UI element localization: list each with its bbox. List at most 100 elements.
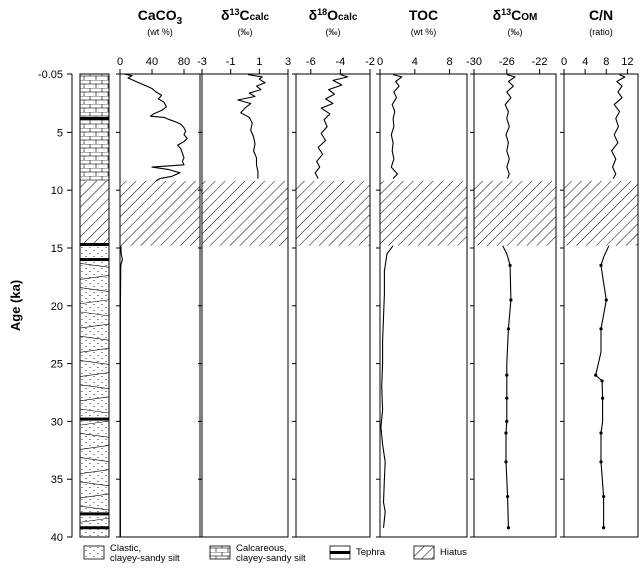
panel-toc: TOC (wt %) 0 4 8	[376, 7, 468, 538]
data-point	[600, 396, 605, 400]
lithology-bed-line	[79, 384, 110, 390]
panel-unit: (wt %)	[411, 27, 437, 37]
panel-caco3: CaCO3(wt %) 0 40 80	[116, 7, 201, 538]
panel-unit: (wt %)	[147, 27, 173, 37]
lithology-bed-line	[79, 420, 110, 426]
panel-title: δ13Ccalc	[221, 7, 270, 23]
legend-swatch	[209, 545, 231, 560]
legend-swatch	[413, 545, 435, 560]
series-line-lower	[595, 245, 610, 528]
data-point	[506, 327, 511, 331]
lithology-bed-line	[79, 445, 110, 450]
legend-item-calcareous: Calcareous, clayey-sandy silt	[209, 543, 306, 564]
x-tick-label: 3	[285, 56, 291, 68]
legend-item-hiatus: Hiatus	[413, 545, 467, 560]
data-point	[599, 327, 603, 331]
legend-item-clastic: Clastic, clayey-sandy silt	[83, 543, 180, 564]
x-tick-label: -3	[197, 56, 207, 68]
x-tick-label: 8	[603, 56, 609, 68]
y-tick-label: -0.05	[38, 69, 63, 81]
x-tick-label: 40	[146, 56, 158, 68]
data-point	[504, 460, 508, 464]
legend: Clastic, clayey-sandy silt Calcareous, clay…	[83, 543, 467, 564]
data-point	[509, 298, 513, 302]
panel-title: CaCO3	[138, 7, 183, 27]
panel-unit: (‰)	[508, 27, 523, 37]
x-tick-label: 80	[178, 56, 190, 68]
series-line-lower	[502, 245, 512, 528]
lithology-unit-calcareous	[80, 74, 109, 181]
y-tick-label: 35	[51, 474, 63, 486]
y-axis: -0.05 5 10 15 20 25 30 35 40 Age (ka)	[8, 69, 73, 544]
series-line-upper	[237, 74, 266, 179]
lithology-bed-line	[79, 311, 110, 317]
y-tick-label: 40	[51, 532, 63, 544]
lithology-bed-line	[79, 457, 110, 462]
hiatus-band-toc	[380, 180, 467, 246]
lithology-bed-line	[79, 299, 110, 305]
panel-unit: (ratio)	[589, 27, 613, 37]
panel-unit: (‰)	[238, 27, 253, 37]
y-tick-label: 15	[51, 243, 63, 255]
data-point	[506, 526, 511, 530]
legend-label: Tephra	[356, 547, 386, 558]
lithology-bed-line	[79, 432, 110, 438]
data-point	[602, 494, 606, 499]
lithology-bed-line	[79, 408, 110, 414]
lithology-bed-line	[79, 275, 110, 280]
lithology-bed-line	[79, 517, 110, 523]
x-tick-label: 4	[412, 56, 418, 68]
panel-frame	[295, 73, 371, 538]
x-tick-label: -2	[365, 56, 375, 68]
lithology-frame	[79, 73, 110, 538]
series-line-lower	[119, 245, 123, 537]
data-point	[508, 263, 512, 267]
x-tick-label: -30	[466, 56, 482, 68]
panel-unit: (‰)	[326, 27, 341, 37]
panel-d13c_om: δ13COM (‰) -30 -26 -22	[466, 7, 557, 538]
x-tick-label: 1	[256, 56, 262, 68]
hiatus-band-d13c_calc	[202, 180, 288, 246]
hiatus-band-d13c_om	[474, 180, 556, 246]
y-tick-label: 20	[51, 301, 63, 313]
legend-label: Calcareous, clayey-sandy silt	[236, 543, 306, 564]
series-line-lower	[380, 245, 394, 528]
tephra-layer	[80, 526, 109, 530]
hiatus-band-caco3	[120, 180, 200, 246]
legend-label: Clastic, clayey-sandy silt	[110, 543, 180, 564]
y-tick-label: 30	[51, 416, 63, 428]
legend-item-tephra: Tephra	[329, 545, 386, 560]
x-tick-label: 0	[117, 56, 123, 68]
series-line-upper	[611, 74, 626, 179]
panel-frame	[119, 73, 201, 538]
tephra-layer	[80, 243, 109, 247]
x-tick-label: -6	[306, 56, 316, 68]
data-point	[599, 431, 603, 435]
lithology-bed-line	[79, 505, 110, 511]
tephra-layer	[80, 258, 109, 262]
y-tick-label: 25	[51, 359, 63, 371]
data-point	[600, 379, 604, 383]
panel-title: δ18Ocalc	[309, 7, 358, 23]
data-point	[599, 460, 603, 464]
series-line-upper	[314, 74, 349, 179]
data-point	[505, 396, 509, 400]
tephra-layer	[80, 512, 109, 516]
x-tick-label: 12	[621, 56, 633, 68]
series-line-upper	[390, 74, 403, 179]
panel-title: C/N	[589, 7, 613, 23]
panel-frame	[473, 73, 557, 538]
lithology-bed-line	[79, 469, 110, 474]
lithology-bed-line	[79, 287, 110, 292]
x-tick-label: 0	[377, 56, 383, 68]
lithology-bed-line	[79, 372, 110, 377]
data-point	[505, 419, 509, 423]
y-tick-label: 5	[57, 127, 63, 139]
series-line-upper	[504, 74, 516, 179]
x-tick-label: -1	[226, 56, 236, 68]
lithology-bed-line	[79, 493, 110, 499]
lithology-bed-line	[79, 335, 110, 341]
lithology-bed-line	[79, 481, 110, 487]
lithology-bed-line	[79, 360, 110, 365]
